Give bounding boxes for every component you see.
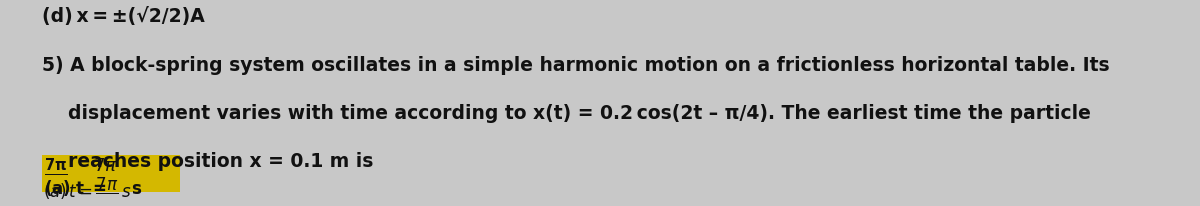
Text: $\mathbf{\frac{7\pi}{\ }}$: $\mathbf{\frac{7\pi}{\ }}$ (44, 160, 68, 180)
FancyBboxPatch shape (42, 156, 180, 192)
Text: $\mathbf{(a)\ t\ =\quad\ s}$: $\mathbf{(a)\ t\ =\quad\ s}$ (44, 177, 143, 197)
Text: displacement varies with time according to x(t) = 0.2 cos(2t – π/4). The earlies: displacement varies with time according … (42, 104, 1091, 122)
Text: reaches position x = 0.1 m is: reaches position x = 0.1 m is (42, 152, 373, 171)
Text: 5) A block-spring system oscillates in a simple harmonic motion on a frictionles: 5) A block-spring system oscillates in a… (42, 55, 1110, 74)
Text: (d) x = ±(√2/2)A: (d) x = ±(√2/2)A (42, 7, 205, 26)
Text: $(a)\,t = \dfrac{7\pi}{\quad}\,s$: $(a)\,t = \dfrac{7\pi}{\quad}\,s$ (43, 175, 132, 201)
Text: $7\pi$: $7\pi$ (94, 157, 118, 174)
